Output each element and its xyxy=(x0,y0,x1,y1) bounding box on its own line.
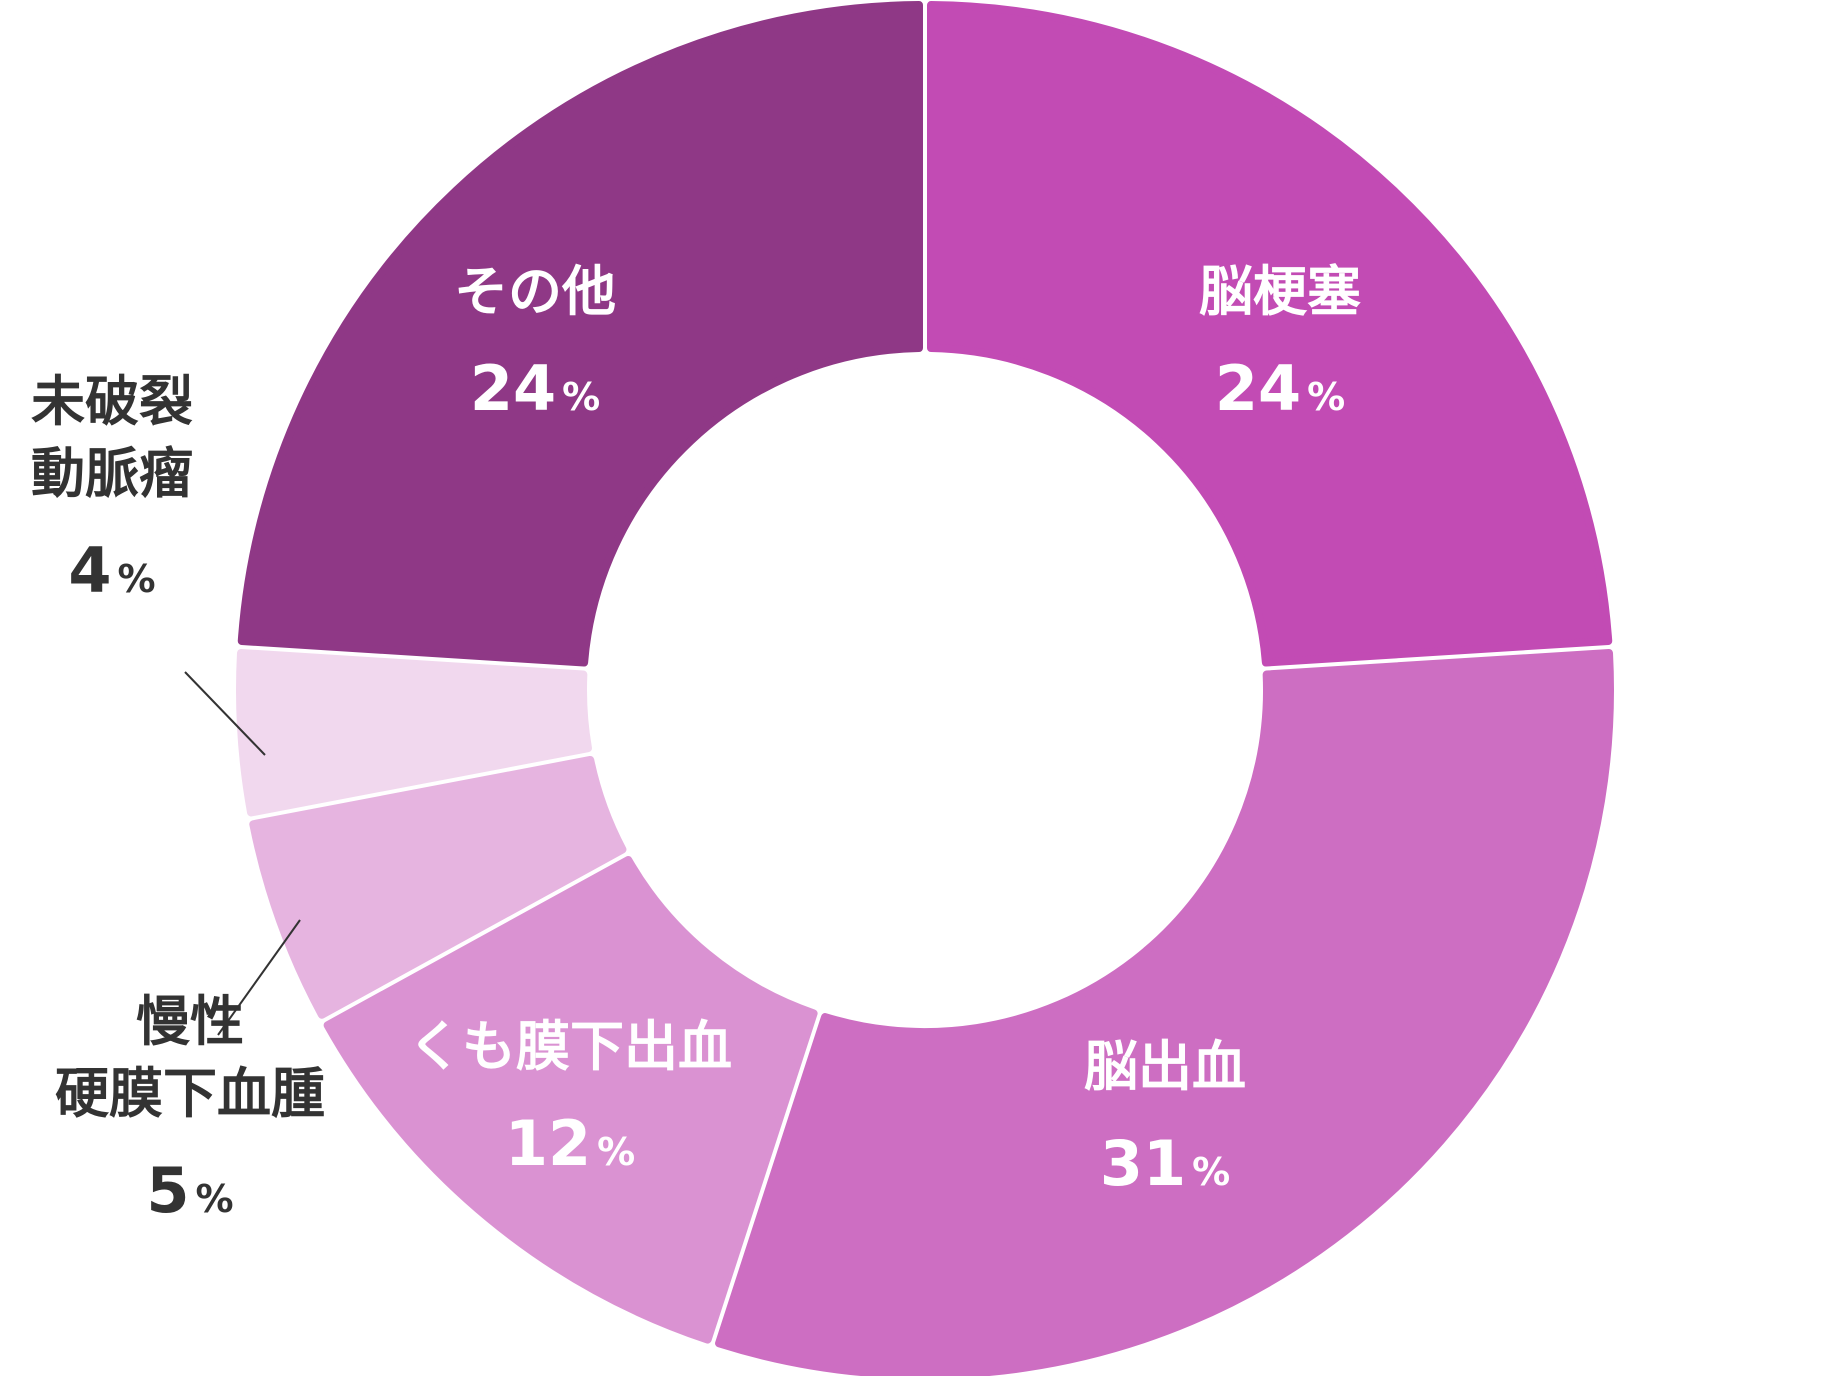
leader-line-3 xyxy=(217,919,301,1036)
leader-line-4 xyxy=(184,671,266,756)
slice-0 xyxy=(927,1,1613,667)
slice-name-5-line-0: その他 xyxy=(454,260,616,323)
slice-5 xyxy=(237,1,923,667)
slice-value-2: 12% xyxy=(505,1107,635,1180)
slice-name-4-line-0: 未破裂 xyxy=(31,370,193,433)
slice-name-0-line-0: 脳梗塞 xyxy=(1199,260,1361,323)
slice-value-0: 24% xyxy=(1215,352,1345,425)
slice-name-3-line-1: 硬膜下血腫 xyxy=(55,1062,325,1125)
leader-lines-group xyxy=(184,671,301,1036)
slices-group xyxy=(236,1,1614,1376)
slice-name-1-line-0: 脳出血 xyxy=(1084,1035,1246,1098)
slice-value-1: 31% xyxy=(1100,1127,1230,1200)
slice-label-2: くも膜下出血 12% xyxy=(408,1015,732,1180)
slice-value-5: 24% xyxy=(470,352,600,425)
slice-4 xyxy=(236,648,592,817)
slice-label-1: 脳出血 31% xyxy=(1084,1035,1246,1200)
slice-2 xyxy=(323,855,818,1344)
slice-name-4-line-1: 動脈瘤 xyxy=(31,442,193,505)
slice-value-4: 4% xyxy=(68,534,155,607)
slice-1 xyxy=(715,648,1614,1376)
slice-3 xyxy=(249,755,627,1019)
slice-value-3: 5% xyxy=(146,1154,233,1227)
slice-label-5: その他 24% xyxy=(454,260,616,425)
slice-label-0: 脳梗塞 24% xyxy=(1199,260,1361,425)
slice-name-3-line-0: 慢性 xyxy=(136,990,244,1053)
slice-name-2-line-0: くも膜下出血 xyxy=(408,1015,732,1078)
